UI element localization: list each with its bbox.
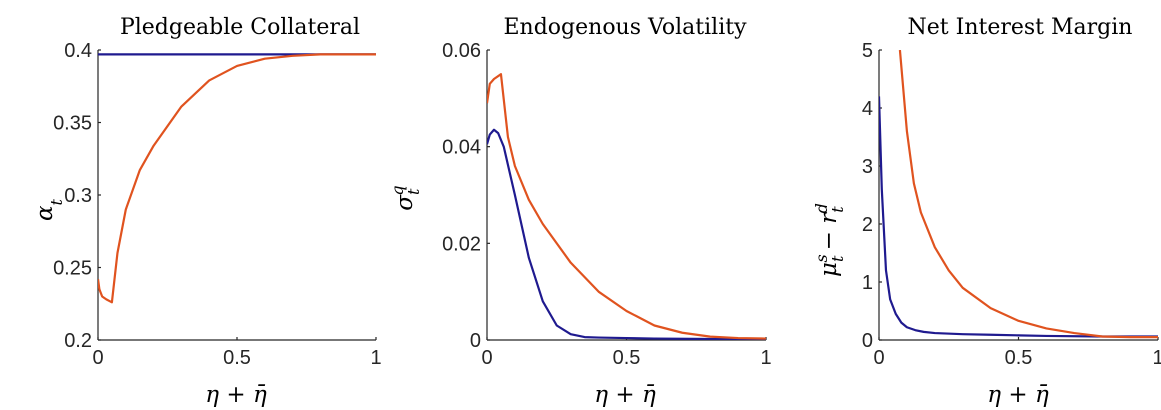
y-tick-label: 0.04 xyxy=(442,137,481,159)
x-tick-label: 1 xyxy=(760,347,771,369)
x-tick-label: 0 xyxy=(92,347,103,369)
y-label-minus-r: − r xyxy=(816,211,842,251)
series-line-orange xyxy=(98,53,376,304)
y-tick-label: 3 xyxy=(862,156,873,178)
chart-pledgeable-collateral: Pledgeable Collateral η + η̄ αt 0 0.5 1 0.2… xyxy=(32,15,382,408)
chart-net-interest-margin: Net Interest Margin η + η̄ μts− rtd 0 0.5… xyxy=(812,15,1161,408)
y-tick-label: 5 xyxy=(862,40,873,62)
y-tick-label: 0.06 xyxy=(442,40,481,62)
x-tick-label: 0.5 xyxy=(1005,347,1033,369)
y-label-r-superscript: d xyxy=(812,203,831,213)
y-tick-label: 0 xyxy=(470,330,481,352)
y-tick-label: 0.2 xyxy=(64,330,92,352)
y-label-subscript: t xyxy=(47,198,66,205)
y-label-subscript: t xyxy=(404,188,423,195)
x-axis-label: η + η̄ xyxy=(987,382,1049,408)
series-line-orange xyxy=(898,50,1158,339)
series-line-blue xyxy=(879,96,1158,338)
y-tick-label: 0.25 xyxy=(53,258,92,280)
y-label-mu-superscript: s xyxy=(812,254,831,262)
chart-title: Net Interest Margin xyxy=(908,15,1133,40)
chart-title: Pledgeable Collateral xyxy=(120,15,360,40)
y-tick-label: 0.35 xyxy=(53,113,92,135)
y-tick-label: 0 xyxy=(862,330,873,352)
y-tick-label: 0.02 xyxy=(442,233,481,255)
y-tick-label: 2 xyxy=(862,214,873,236)
x-tick-label: 0.5 xyxy=(613,347,641,369)
chart-title: Endogenous Volatility xyxy=(503,15,747,40)
x-tick-label: 1 xyxy=(370,347,381,369)
y-axis-label: σtq xyxy=(388,185,423,210)
x-tick-label: 1 xyxy=(1152,347,1161,369)
y-label-r-subscript: t xyxy=(828,206,847,213)
y-label-mu-subscript: t xyxy=(828,255,847,262)
y-label-mu: μ xyxy=(816,262,842,277)
x-axis-label: η + η̄ xyxy=(205,382,267,408)
y-tick-label: 4 xyxy=(862,98,873,120)
y-tick-label: 0.4 xyxy=(64,40,92,62)
y-tick-label: 1 xyxy=(862,272,873,294)
y-label-symbol: σ xyxy=(392,194,418,211)
x-tick-label: 0 xyxy=(873,347,884,369)
x-tick-label: 0 xyxy=(481,347,492,369)
chart-endogenous-volatility: Endogenous Volatility η + η̄ σtq 0 0.5 1 0 0… xyxy=(388,15,772,408)
series-line-orange xyxy=(487,73,766,340)
y-tick-label: 0.3 xyxy=(64,185,92,207)
y-label-symbol: α xyxy=(32,205,58,221)
y-axis-label: αt xyxy=(32,198,66,221)
x-tick-label: 0.5 xyxy=(223,347,251,369)
y-axis-label: μts− rtd xyxy=(812,203,847,277)
x-axis-label: η + η̄ xyxy=(594,382,656,408)
series-line-blue xyxy=(487,128,766,340)
y-label-superscript: q xyxy=(388,185,407,195)
